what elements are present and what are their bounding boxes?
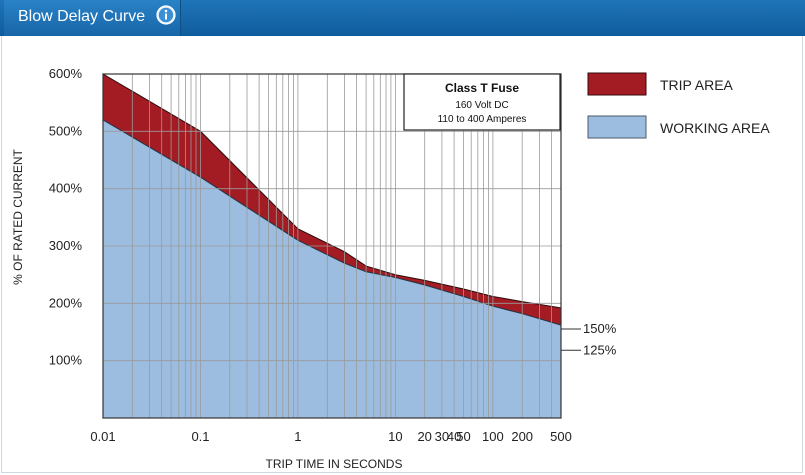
x-tick-label: 200 <box>511 429 533 444</box>
y-tick-label: 300% <box>49 238 83 253</box>
y-tick-label: 100% <box>49 353 83 368</box>
x-tick-label: 1 <box>294 429 301 444</box>
x-tick-label: 20 <box>417 429 431 444</box>
y-tick-label: 400% <box>49 181 83 196</box>
legend-swatch-working <box>587 115 647 139</box>
y-tick-label: 200% <box>49 295 83 310</box>
page-title: Blow Delay Curve <box>18 8 146 25</box>
legend-label-working: WORKING AREA <box>660 120 770 136</box>
note-title: Class T Fuse <box>445 81 519 95</box>
legend: TRIP AREA WORKING AREA <box>587 72 770 139</box>
header-bar: Blow Delay Curve <box>0 0 805 36</box>
working-area <box>102 119 562 419</box>
legend-swatch-trip <box>587 72 647 96</box>
chart-grid <box>102 74 562 418</box>
y-axis-label: % OF RATED CURRENT <box>11 148 25 284</box>
x-tick-label: 50 <box>456 429 470 444</box>
info-icon[interactable] <box>156 5 176 25</box>
x-tick-label: 10 <box>388 429 402 444</box>
plot-border <box>102 73 562 419</box>
note-line-2: 110 to 400 Amperes <box>438 114 527 125</box>
x-tick-label: 0.1 <box>191 429 209 444</box>
panel-border <box>1 36 803 473</box>
y-tick-label: 500% <box>49 123 83 138</box>
tab-blow-delay-curve[interactable]: Blow Delay Curve <box>4 0 181 36</box>
end-value-labels: 150% 125% <box>561 321 617 357</box>
y-tick-label: 600% <box>49 66 83 81</box>
x-tick-label: 40 <box>447 429 461 444</box>
x-tick-label: 0.01 <box>90 429 115 444</box>
plot-frame <box>102 73 562 419</box>
x-tick-label: 100 <box>482 429 504 444</box>
y-axis-ticks: 600% 500% 400% 300% 200% 100% <box>49 66 83 368</box>
x-axis-label: TRIP TIME IN SECONDS <box>266 457 403 471</box>
fuse-note-box: Class T Fuse 160 Volt DC 110 to 400 Ampe… <box>403 73 561 131</box>
end-value-label: 150% <box>583 321 617 336</box>
x-tick-label: 500 <box>550 429 572 444</box>
legend-label-trip: TRIP AREA <box>660 77 734 93</box>
end-value-label: 125% <box>583 342 617 357</box>
x-tick-label: 30 <box>435 429 449 444</box>
note-line-1: 160 Volt DC <box>455 100 508 111</box>
